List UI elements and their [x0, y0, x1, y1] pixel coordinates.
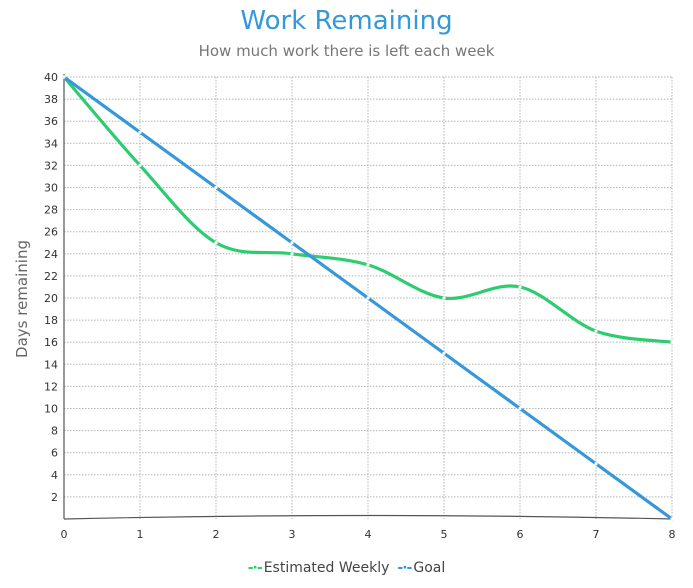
- chart-title: Work Remaining: [240, 6, 453, 36]
- y-tick-label: 14: [44, 358, 58, 371]
- y-tick-label: 8: [51, 425, 58, 438]
- data-point: [518, 285, 522, 289]
- y-tick-label: 30: [44, 182, 58, 195]
- y-tick-label: 24: [44, 248, 58, 261]
- data-point: [366, 263, 370, 267]
- x-axis-line: [63, 514, 673, 520]
- x-tick-label: 1: [137, 528, 144, 541]
- x-tick-label: 7: [593, 528, 600, 541]
- data-point: [138, 163, 142, 167]
- data-point: [214, 185, 218, 190]
- data-point: [594, 462, 598, 466]
- grid: [64, 76, 673, 519]
- data-point: [214, 241, 218, 245]
- y-tick-label: 38: [44, 93, 58, 106]
- y-tick-label: 34: [44, 137, 58, 150]
- data-point: [138, 130, 142, 134]
- data-point: [290, 241, 294, 245]
- x-tick-label: 6: [517, 528, 524, 541]
- y-axis-label: Days remaining: [13, 240, 31, 358]
- data-point: [670, 517, 674, 521]
- y-tick-label: 26: [44, 226, 58, 239]
- legend-label: Goal: [413, 560, 446, 576]
- x-tick-label: 4: [365, 528, 372, 541]
- legend-swatch: -·-: [397, 560, 412, 576]
- y-tick-label: 20: [44, 292, 58, 305]
- series-goal: [62, 75, 674, 521]
- y-tick-label: 22: [44, 270, 58, 283]
- y-tick-label: 16: [44, 336, 58, 349]
- legend-swatch: -·-: [247, 560, 263, 576]
- y-tick-label: 28: [44, 204, 58, 217]
- x-tick-label: 3: [289, 528, 296, 541]
- legend-item[interactable]: -·- Estimated Weekly: [248, 560, 390, 576]
- data-point: [670, 340, 674, 344]
- series-layer: [62, 75, 674, 521]
- y-tick-label: 2: [51, 491, 58, 504]
- data-point: [366, 296, 370, 300]
- y-tick-label: 40: [44, 71, 58, 84]
- chart-subtitle: How much work there is left each week: [198, 42, 495, 60]
- data-point: [290, 252, 294, 256]
- y-tick-label: 10: [44, 403, 58, 416]
- legend-item[interactable]: -·- Goal: [397, 560, 445, 576]
- x-tick-label: 2: [213, 528, 220, 541]
- data-point: [442, 351, 446, 355]
- x-tick-label: 0: [61, 528, 68, 541]
- data-point: [442, 296, 446, 300]
- legend: -·- Estimated Weekly -·- Goal: [0, 560, 693, 576]
- y-tick-label: 36: [44, 115, 58, 128]
- y-tick-label: 4: [51, 469, 58, 482]
- data-point: [518, 406, 522, 411]
- series-estimated-weekly: [62, 75, 674, 344]
- y-tick-label: 32: [44, 159, 58, 172]
- y-tick-label: 6: [51, 447, 58, 460]
- data-point: [594, 329, 598, 333]
- x-tick-label: 8: [669, 528, 676, 541]
- y-tick-label: 18: [44, 314, 58, 327]
- axes: [63, 74, 673, 520]
- y-tick-label: 12: [44, 380, 58, 393]
- legend-label: Estimated Weekly: [263, 560, 390, 576]
- x-tick-label: 5: [441, 528, 448, 541]
- data-point: [62, 75, 66, 79]
